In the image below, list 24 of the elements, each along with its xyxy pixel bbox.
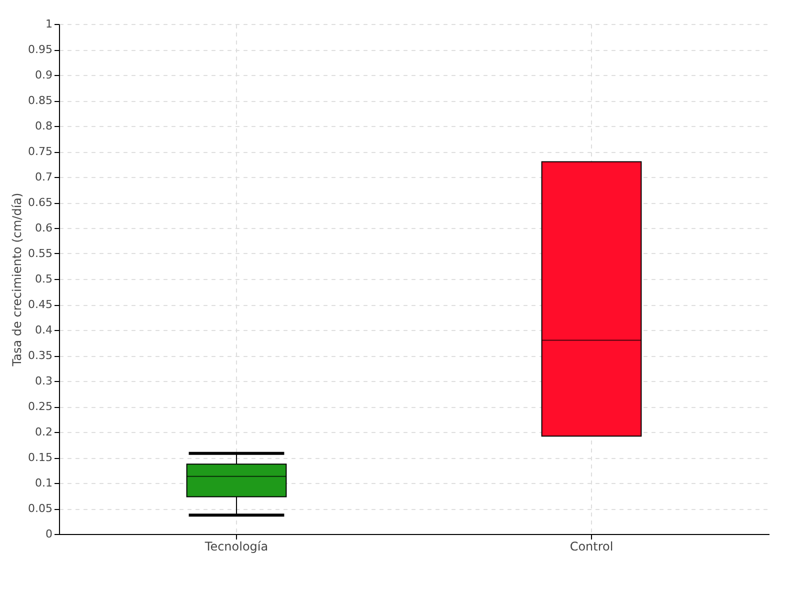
- y-tick-label: 0: [46, 528, 52, 540]
- y-tick-label: 0.2: [35, 426, 52, 438]
- y-tick-label: 0.3: [35, 374, 52, 388]
- y-tick-label: 0.25: [28, 400, 52, 413]
- y-tick-label: 0.65: [28, 196, 52, 209]
- y-tick-label: 0.9: [35, 68, 52, 82]
- y-tick-label: 0.15: [28, 451, 52, 464]
- y-tick-label: 0.75: [28, 145, 52, 158]
- y-tick-label: 0.1: [35, 476, 52, 490]
- y-tick-label: 0.35: [28, 349, 52, 362]
- y-axis-title: Tasa de crecimiento (cm/día): [10, 192, 24, 368]
- y-tick-label: 0.85: [28, 94, 52, 107]
- y-tick-label: 0.7: [35, 170, 52, 184]
- y-tick-label: 0.45: [28, 298, 52, 311]
- y-tick-label: 0.8: [35, 120, 52, 132]
- y-tick-label: 1: [46, 18, 52, 30]
- y-tick-label: 0.95: [28, 43, 52, 56]
- y-tick-label: 0.5: [35, 272, 52, 286]
- y-tick-label: 0.6: [35, 222, 52, 234]
- x-tick-label: Tecnología: [204, 540, 268, 554]
- x-tick-label: Control: [570, 540, 614, 554]
- y-tick-label: 0.05: [28, 502, 52, 515]
- y-tick-label: 0.4: [35, 324, 52, 336]
- y-tick-label: 0.55: [28, 247, 52, 260]
